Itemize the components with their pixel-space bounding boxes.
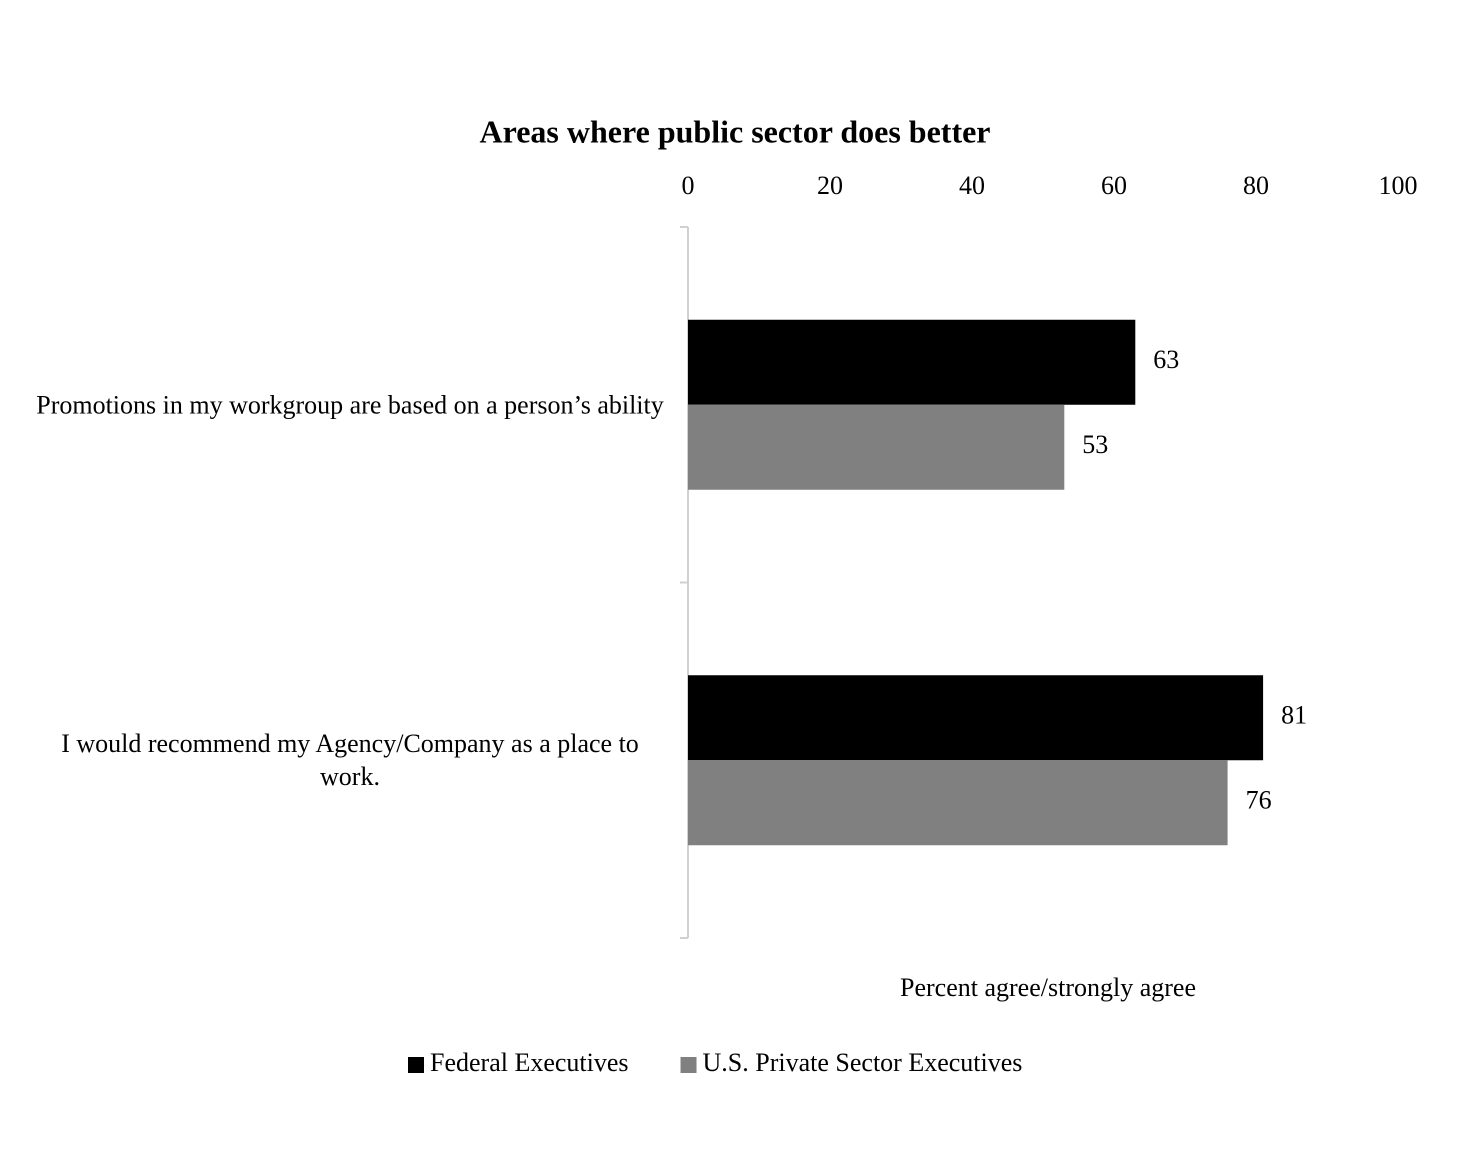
legend-label: Federal Executives <box>430 1048 629 1077</box>
bar <box>688 404 1065 490</box>
legend-label: U.S. Private Sector Executives <box>703 1048 1023 1077</box>
x-tick-label: 60 <box>1101 171 1127 200</box>
x-tick-label: 80 <box>1243 171 1269 200</box>
value-label: 53 <box>1082 430 1108 459</box>
x-axis-label: Percent agree/strongly agree <box>900 973 1196 1002</box>
x-tick-label: 0 <box>682 171 695 200</box>
chart-title: Areas where public sector does better <box>479 113 990 149</box>
bar <box>688 760 1228 846</box>
value-label: 81 <box>1281 701 1307 730</box>
legend-swatch <box>680 1057 697 1073</box>
y-tick-label: Promotions in my workgroup are based on … <box>36 390 664 420</box>
value-label: 76 <box>1246 786 1272 815</box>
y-tick-label: I would recommend my Agency/Company as a… <box>61 729 639 792</box>
bar <box>688 319 1136 405</box>
legend-swatch <box>408 1057 424 1073</box>
x-tick-label: 20 <box>817 171 843 200</box>
x-tick-label: 100 <box>1379 171 1418 200</box>
bar <box>688 675 1264 761</box>
value-label: 63 <box>1153 345 1179 374</box>
x-tick-label: 40 <box>959 171 985 200</box>
